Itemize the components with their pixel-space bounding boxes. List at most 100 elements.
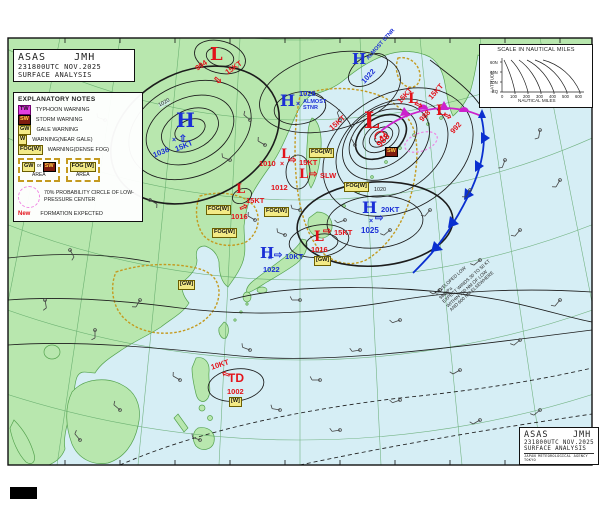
legend-probability: 70% PROBABILITY CIRCLE OF LOW-PRESSURE C… bbox=[18, 185, 138, 208]
scale-xtick: 100 bbox=[510, 94, 517, 99]
scale-xtick: 600 bbox=[575, 94, 582, 99]
fog-warning-badge-2: FOG[W] bbox=[264, 207, 289, 217]
legend-item-label: STORM WARNING bbox=[35, 117, 83, 123]
malay-peninsula bbox=[9, 419, 35, 464]
low-1010-arrow-icon: ⇨ bbox=[288, 155, 297, 166]
occluded-front bbox=[380, 101, 482, 132]
high-1022n-symbol: H bbox=[352, 50, 367, 68]
chart-type-bottom: SURFACE ANALYSIS bbox=[524, 446, 587, 452]
storm-warning-badge: SW bbox=[385, 147, 398, 157]
fog-warning-badge-legend: FOG[W] bbox=[18, 145, 43, 155]
legend-item-label: WARNING(NEAR GALE) bbox=[32, 137, 93, 143]
high-1022s-symbol: H bbox=[260, 244, 275, 262]
gale-area-boundary bbox=[111, 263, 220, 334]
high-1022s-value: 1022 bbox=[263, 265, 280, 274]
high-1022s-center-mark: × bbox=[268, 255, 273, 262]
low-1010-movement: 15KT bbox=[299, 158, 318, 167]
scale-xlabel: NAUTICAL MILES bbox=[518, 98, 556, 103]
chart-datetime: 231800UTC NOV.2025 bbox=[18, 63, 102, 71]
gale-warning-badge-west: [GW] bbox=[178, 280, 196, 290]
low-988b-symbol: L bbox=[408, 91, 418, 107]
low-1016w-symbol: L bbox=[236, 182, 246, 197]
fog-warning-badge-3: FOG[W] bbox=[212, 228, 237, 238]
legend-item-typhoon: TW TYPHOON WARNING bbox=[18, 105, 138, 115]
hainan-island bbox=[43, 344, 61, 360]
landmass bbox=[8, 38, 592, 465]
scale-xtick: 200 bbox=[523, 94, 530, 99]
map-frame bbox=[7, 37, 593, 466]
scale-xtick: 500 bbox=[562, 94, 569, 99]
high-1036-symbol: H bbox=[176, 108, 195, 132]
chart-id-bottom: ASAS JMH bbox=[524, 430, 592, 440]
gale-warning-badge-east: [GW] bbox=[314, 256, 332, 266]
low-1016w-movement: 15KT bbox=[246, 196, 265, 205]
fog-area-boundary bbox=[294, 87, 418, 265]
shikoku-island bbox=[256, 286, 268, 294]
high-1025-arrow-icon: ⇨ bbox=[375, 213, 384, 224]
high-1028-symbol: H bbox=[280, 91, 296, 110]
storm-warning-badge-legend: SW bbox=[18, 115, 31, 125]
low-1010-symbol: L bbox=[281, 147, 291, 162]
legend-item-label: WARNING(DENSE FOG) bbox=[47, 147, 109, 153]
low-1012-status: SLW bbox=[320, 171, 337, 180]
high-1025-movement: 20KT bbox=[381, 205, 400, 214]
chart-title-box-bottom: ASAS JMH 231800UTC NOV.2025 SURFACE ANAL… bbox=[519, 427, 599, 465]
warning-badge-legend: W bbox=[18, 135, 28, 145]
low-1012-value: 1012 bbox=[271, 183, 288, 192]
scale-xtick: 0 bbox=[501, 94, 504, 99]
new-text: FORMATION EXPECTED bbox=[40, 210, 103, 217]
low-1016w-value: 1016 bbox=[231, 212, 248, 221]
scale-ytick: 40N bbox=[490, 70, 498, 75]
borneo-island bbox=[66, 379, 140, 464]
fog-area-boundary-west bbox=[195, 192, 259, 247]
ryukyu-islands bbox=[233, 302, 249, 322]
chart-title-box: ASAS JMH 231800UTC NOV.2025 SURFACE ANAL… bbox=[13, 49, 135, 82]
legend-area-boxes: GW or SW AREA FOG [W] AREA bbox=[18, 158, 138, 182]
high-1028-center-mark: × bbox=[296, 101, 301, 108]
high-1025-center-mark: × bbox=[369, 218, 374, 225]
legend-item-gale: GW GALE WARNING bbox=[18, 125, 138, 135]
chart-id: ASAS JMH bbox=[18, 52, 96, 63]
isobars bbox=[8, 39, 592, 465]
low-1016e-symbol: L bbox=[314, 229, 324, 245]
scale-title: SCALE IN NAUTICAL MILES bbox=[497, 47, 575, 53]
corner-black-bar bbox=[10, 487, 37, 499]
legend-item-fog: FOG[W] WARNING(DENSE FOG) bbox=[18, 145, 138, 155]
storm-badge: SW bbox=[42, 162, 56, 172]
low-1010-value: 1010 bbox=[259, 159, 276, 168]
probability-circle-icon bbox=[18, 185, 40, 208]
agency-name: JAPAN METEOROLOGICAL AGENCY TOKYO bbox=[524, 453, 594, 462]
low-1012-arrow-icon: ⇨ bbox=[309, 169, 318, 180]
high-1022s-movement: 10KT bbox=[285, 252, 304, 261]
scale-xtick: 300 bbox=[536, 94, 543, 99]
legend-item-label: GALE WARNING bbox=[36, 127, 79, 133]
typhoon-warning-badge: TW bbox=[18, 105, 31, 115]
high-1022s-arrow-icon: ⇨ bbox=[274, 250, 283, 261]
low-1016e-arrow-icon: ⇨ bbox=[323, 226, 332, 237]
legend-item-label: TYPHOON WARNING bbox=[35, 107, 90, 113]
warning-area-boundaries bbox=[111, 56, 421, 334]
area-label: AREA bbox=[75, 171, 90, 178]
low-1012-symbol: L bbox=[299, 167, 309, 182]
chart-datetime-bottom: 231800UTC NOV.2025 bbox=[524, 440, 595, 446]
fog-badge: FOG [W] bbox=[69, 162, 96, 172]
fog-warning-badge-1: FOG[W] bbox=[206, 205, 231, 215]
new-label: New bbox=[18, 210, 31, 217]
low-1010-center-mark: × bbox=[280, 161, 285, 168]
fog-warning-badge-5: FOG[W] bbox=[344, 182, 369, 192]
scale-ytick: EQ bbox=[492, 89, 499, 94]
scale-plot bbox=[500, 58, 584, 94]
high-1025-value: 1025 bbox=[361, 226, 379, 235]
area-label: AREA bbox=[31, 171, 46, 178]
low-center-symbol bbox=[374, 130, 386, 140]
isobar-label-1020: 1020 bbox=[374, 187, 386, 194]
td-symbol: TD bbox=[228, 371, 244, 385]
nautical-scale-box: SCALE IN NAUTICAL MILES LATITUDE 60N 40N… bbox=[479, 44, 593, 108]
eurasia-land bbox=[8, 38, 592, 465]
low-1016e-movement: 15KT bbox=[334, 228, 353, 237]
gale-storm-area-box: GW or SW AREA bbox=[18, 158, 60, 182]
td-value: 1002 bbox=[227, 387, 244, 396]
kyushu-island bbox=[242, 291, 252, 303]
low-994-symbol: L bbox=[210, 44, 223, 65]
